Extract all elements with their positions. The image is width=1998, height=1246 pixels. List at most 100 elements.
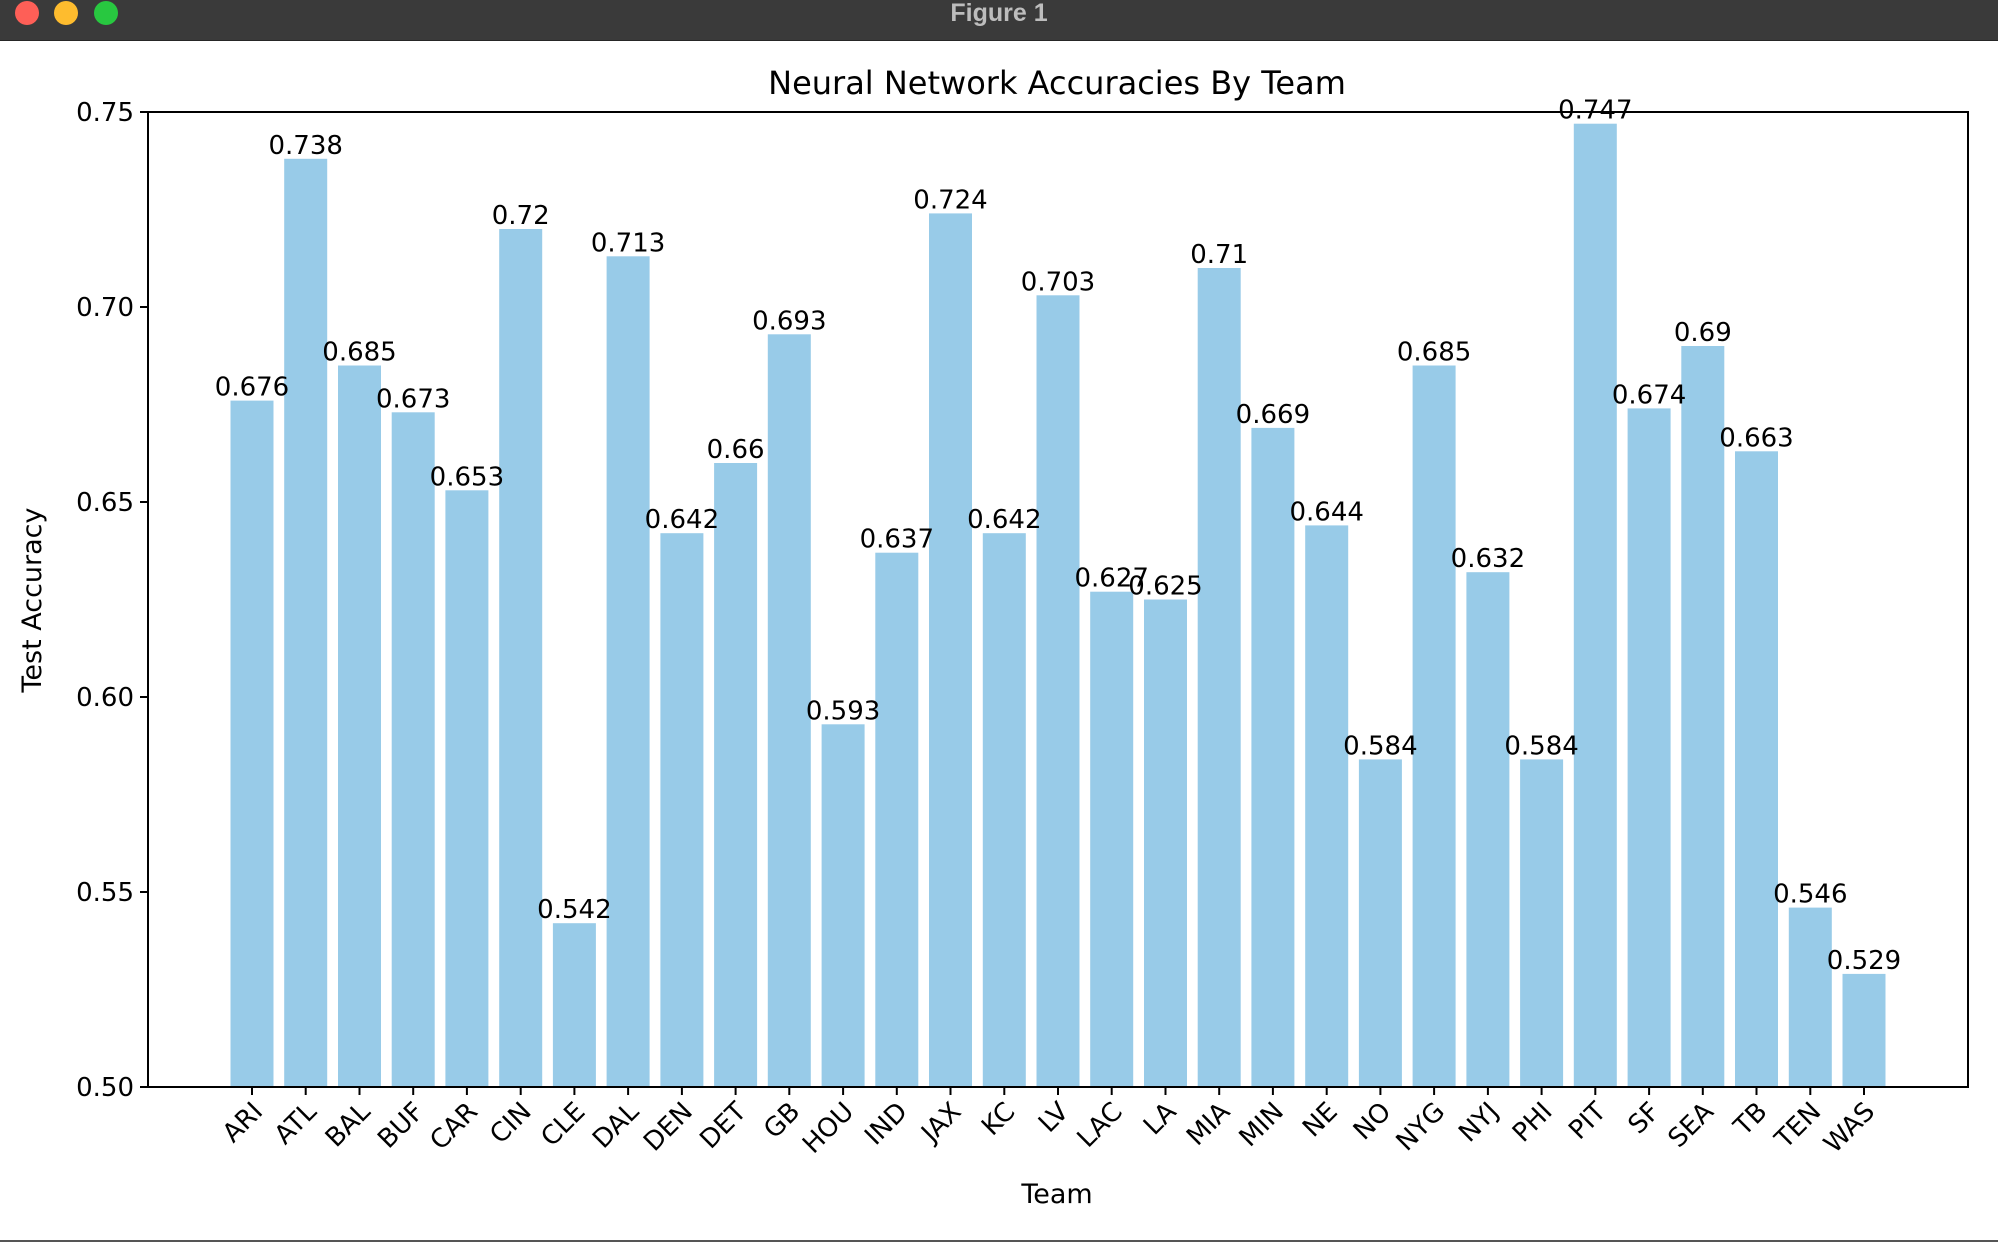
bar-chart: Neural Network Accuracies By Team Test A… — [0, 40, 1998, 1242]
bar-no — [1359, 759, 1402, 1087]
value-label-was: 0.529 — [1827, 946, 1901, 976]
value-label-den: 0.642 — [645, 505, 719, 535]
window-title: Figure 1 — [0, 0, 1998, 26]
x-tick-label-nyj: NYJ — [1453, 1097, 1505, 1149]
window-titlebar: Figure 1 — [0, 0, 1998, 41]
value-label-kc: 0.642 — [967, 505, 1041, 535]
value-label-ari: 0.676 — [215, 373, 289, 403]
value-label-sea: 0.69 — [1674, 318, 1732, 348]
value-label-la: 0.625 — [1128, 572, 1202, 602]
bar-lac — [1090, 592, 1133, 1087]
x-tick-label-det: DET — [694, 1097, 752, 1155]
x-tick-label-car: CAR — [424, 1097, 483, 1156]
value-label-pit: 0.747 — [1558, 96, 1632, 126]
bar-sea — [1681, 346, 1724, 1087]
value-label-no: 0.584 — [1343, 731, 1417, 761]
x-tick-label-den: DEN — [638, 1097, 699, 1158]
value-label-ind: 0.637 — [860, 525, 934, 555]
y-tick-label-0.65: 0.65 — [76, 488, 134, 518]
bar-car — [445, 490, 488, 1087]
x-tick-label-sea: SEA — [1663, 1097, 1720, 1154]
value-label-cin: 0.72 — [492, 201, 550, 231]
value-label-nyj: 0.632 — [1451, 544, 1525, 574]
value-label-nyg: 0.685 — [1397, 338, 1471, 368]
bar-buf — [392, 412, 435, 1087]
y-axis: 0.500.550.600.650.700.75 — [76, 98, 148, 1103]
x-tick-label-dal: DAL — [587, 1096, 645, 1154]
value-label-gb: 0.693 — [752, 306, 826, 336]
value-label-hou: 0.593 — [806, 696, 880, 726]
x-tick-label-nyg: NYG — [1391, 1097, 1451, 1157]
x-tick-label-ten: TEN — [1769, 1097, 1828, 1156]
bar-lv — [1037, 295, 1080, 1087]
value-label-phi: 0.584 — [1504, 731, 1578, 761]
value-label-ten: 0.546 — [1773, 880, 1847, 910]
x-tick-label-kc: KC — [976, 1097, 1021, 1142]
bar-ten — [1789, 908, 1832, 1087]
value-label-ne: 0.644 — [1289, 497, 1363, 527]
x-tick-label-was: WAS — [1818, 1097, 1881, 1160]
x-tick-label-pit: PIT — [1563, 1097, 1612, 1146]
value-label-bal: 0.685 — [322, 338, 396, 368]
x-axis-label: Team — [1020, 1179, 1092, 1210]
value-label-tb: 0.663 — [1719, 423, 1793, 453]
x-tick-label-no: NO — [1348, 1097, 1397, 1146]
bar-bal — [338, 366, 381, 1088]
bar-la — [1144, 600, 1187, 1088]
value-label-buf: 0.673 — [376, 384, 450, 414]
bar-ind — [875, 553, 918, 1087]
bar-ne — [1305, 525, 1348, 1087]
x-tick-label-min: MIN — [1234, 1097, 1290, 1153]
x-tick-label-atl: ATL — [269, 1096, 323, 1150]
x-tick-label-mia: MIA — [1181, 1097, 1236, 1152]
value-label-det: 0.66 — [707, 435, 765, 465]
bar-hou — [822, 724, 865, 1087]
bar-atl — [284, 159, 327, 1087]
value-label-cle: 0.542 — [537, 895, 611, 925]
x-tick-label-buf: BUF — [372, 1097, 430, 1155]
bar-nyj — [1466, 572, 1509, 1087]
bar-det — [714, 463, 757, 1087]
bar-jax — [929, 213, 972, 1087]
value-label-lv: 0.703 — [1021, 267, 1095, 297]
x-tick-label-tb: TB — [1728, 1097, 1774, 1143]
x-tick-label-ind: IND — [859, 1097, 914, 1152]
y-tick-label-0.75: 0.75 — [76, 98, 134, 128]
bar-dal — [607, 256, 650, 1087]
value-label-car: 0.653 — [430, 462, 504, 492]
value-label-sf: 0.674 — [1612, 380, 1686, 410]
bar-cin — [499, 229, 542, 1087]
bar-den — [660, 533, 703, 1087]
x-tick-label-sf: SF — [1623, 1097, 1666, 1140]
bar-pit — [1574, 124, 1617, 1087]
x-tick-label-hou: HOU — [797, 1097, 860, 1160]
value-label-mia: 0.71 — [1190, 240, 1248, 270]
x-tick-label-ari: ARI — [217, 1097, 269, 1149]
y-tick-label-0.50: 0.50 — [76, 1073, 134, 1103]
x-tick-label-ne: NE — [1297, 1097, 1344, 1144]
bar-gb — [768, 334, 811, 1087]
chart-title: Neural Network Accuracies By Team — [768, 64, 1346, 102]
bar-sf — [1628, 408, 1671, 1087]
value-label-dal: 0.713 — [591, 228, 665, 258]
x-tick-label-phi: PHI — [1507, 1097, 1559, 1149]
bar-cle — [553, 923, 596, 1087]
x-tick-label-lv: LV — [1033, 1097, 1075, 1139]
bar-tb — [1735, 451, 1778, 1087]
value-label-jax: 0.724 — [913, 185, 987, 215]
x-tick-label-la: LA — [1138, 1097, 1183, 1142]
bar-mia — [1198, 268, 1241, 1087]
x-tick-label-lac: LAC — [1072, 1097, 1129, 1154]
bar-phi — [1520, 759, 1563, 1087]
y-tick-label-0.60: 0.60 — [76, 683, 134, 713]
x-tick-label-cin: CIN — [484, 1097, 537, 1150]
bar-ari — [231, 401, 274, 1087]
figure-canvas: Neural Network Accuracies By Team Test A… — [0, 40, 1998, 1242]
y-axis-label: Test Accuracy — [17, 507, 48, 693]
y-tick-label-0.70: 0.70 — [76, 293, 134, 323]
x-tick-label-bal: BAL — [320, 1096, 377, 1153]
x-tick-label-jax: JAX — [915, 1097, 968, 1150]
value-label-atl: 0.738 — [268, 131, 342, 161]
bar-was — [1843, 974, 1886, 1087]
